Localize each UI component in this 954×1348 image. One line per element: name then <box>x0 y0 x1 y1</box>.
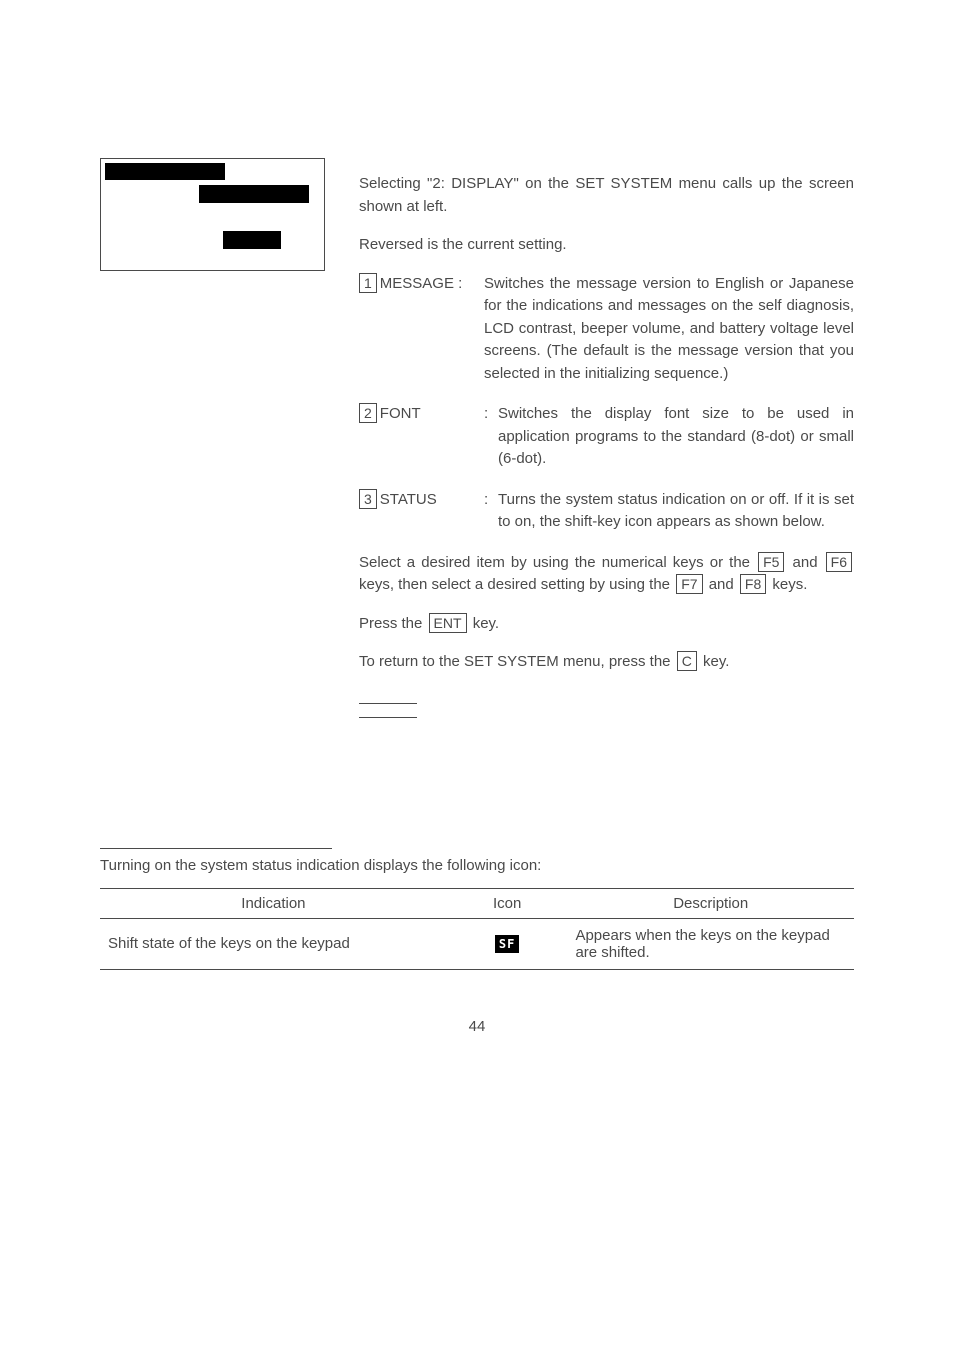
f8-key: F8 <box>740 574 766 594</box>
indication-table: Indication Icon Description Shift state … <box>100 888 854 970</box>
display-menu-screenshot <box>100 158 325 271</box>
section-divider <box>100 848 332 849</box>
text: key. <box>469 615 500 632</box>
table-row: Shift state of the keys on the keypad SF… <box>100 918 854 969</box>
menu-title-bar <box>105 163 225 180</box>
text: keys, then select a desired setting by u… <box>359 576 674 593</box>
table-intro: Turning on the system status indication … <box>100 857 854 874</box>
top-section: Selecting "2: DISPLAY" on the SET SYSTEM… <box>100 158 854 718</box>
colon: : <box>484 403 498 471</box>
text: Press the <box>359 615 427 632</box>
item-number: 3 <box>359 489 377 509</box>
footnote-link-2 <box>359 704 417 718</box>
f7-key: F7 <box>676 574 702 594</box>
f6-key: F6 <box>826 552 852 572</box>
text: key. <box>699 653 730 670</box>
item-label: 1MESSAGE : <box>359 273 484 386</box>
item-message: 1MESSAGE : Switches the message version … <box>359 273 854 386</box>
message-value-bar <box>199 185 309 203</box>
item-label: 2FONT <box>359 403 484 471</box>
table-header-row: Indication Icon Description <box>100 888 854 918</box>
page-container: Selecting "2: DISPLAY" on the SET SYSTEM… <box>0 0 954 1095</box>
text: Select a desired item by using the numer… <box>359 554 756 571</box>
item-font: 2FONT : Switches the display font size t… <box>359 403 854 471</box>
text: To return to the SET SYSTEM menu, press … <box>359 653 675 670</box>
text: and <box>786 554 823 571</box>
item-number: 2 <box>359 403 377 423</box>
cell-description: Appears when the keys on the keypad are … <box>567 918 854 969</box>
item-status: 3STATUS : Turns the system status indica… <box>359 489 854 534</box>
item-name: STATUS <box>380 491 437 508</box>
spacer <box>100 730 854 848</box>
colon: : <box>484 489 498 534</box>
item-number: 1 <box>359 273 377 293</box>
instruction-press: Press the ENT key. <box>359 613 854 636</box>
intro-para-1: Selecting "2: DISPLAY" on the SET SYSTEM… <box>359 173 854 218</box>
cell-indication: Shift state of the keys on the keypad <box>100 918 447 969</box>
header-indication: Indication <box>100 888 447 918</box>
text: and <box>705 576 738 593</box>
item-name: FONT <box>380 405 421 422</box>
header-icon: Icon <box>447 888 568 918</box>
item-name: MESSAGE <box>380 275 454 292</box>
instruction-return: To return to the SET SYSTEM menu, press … <box>359 651 854 674</box>
c-key: C <box>677 651 697 671</box>
page-number: 44 <box>100 1018 854 1035</box>
f5-key: F5 <box>758 552 784 572</box>
content-column: Selecting "2: DISPLAY" on the SET SYSTEM… <box>359 158 854 718</box>
sf-icon: SF <box>495 935 519 953</box>
footnote-links <box>359 690 854 718</box>
instruction-select: Select a desired item by using the numer… <box>359 552 854 597</box>
intro-para-2: Reversed is the current setting. <box>359 234 854 257</box>
cell-icon: SF <box>447 918 568 969</box>
item-label: 3STATUS <box>359 489 484 534</box>
footnote-link-1 <box>359 690 417 704</box>
item-description: Switches the message version to English … <box>484 273 854 386</box>
header-description: Description <box>567 888 854 918</box>
item-description: Turns the system status indication on or… <box>498 489 854 534</box>
text: keys. <box>768 576 807 593</box>
ent-key: ENT <box>429 613 467 633</box>
item-description: Switches the display font size to be use… <box>498 403 854 471</box>
status-value-bar <box>223 231 281 249</box>
